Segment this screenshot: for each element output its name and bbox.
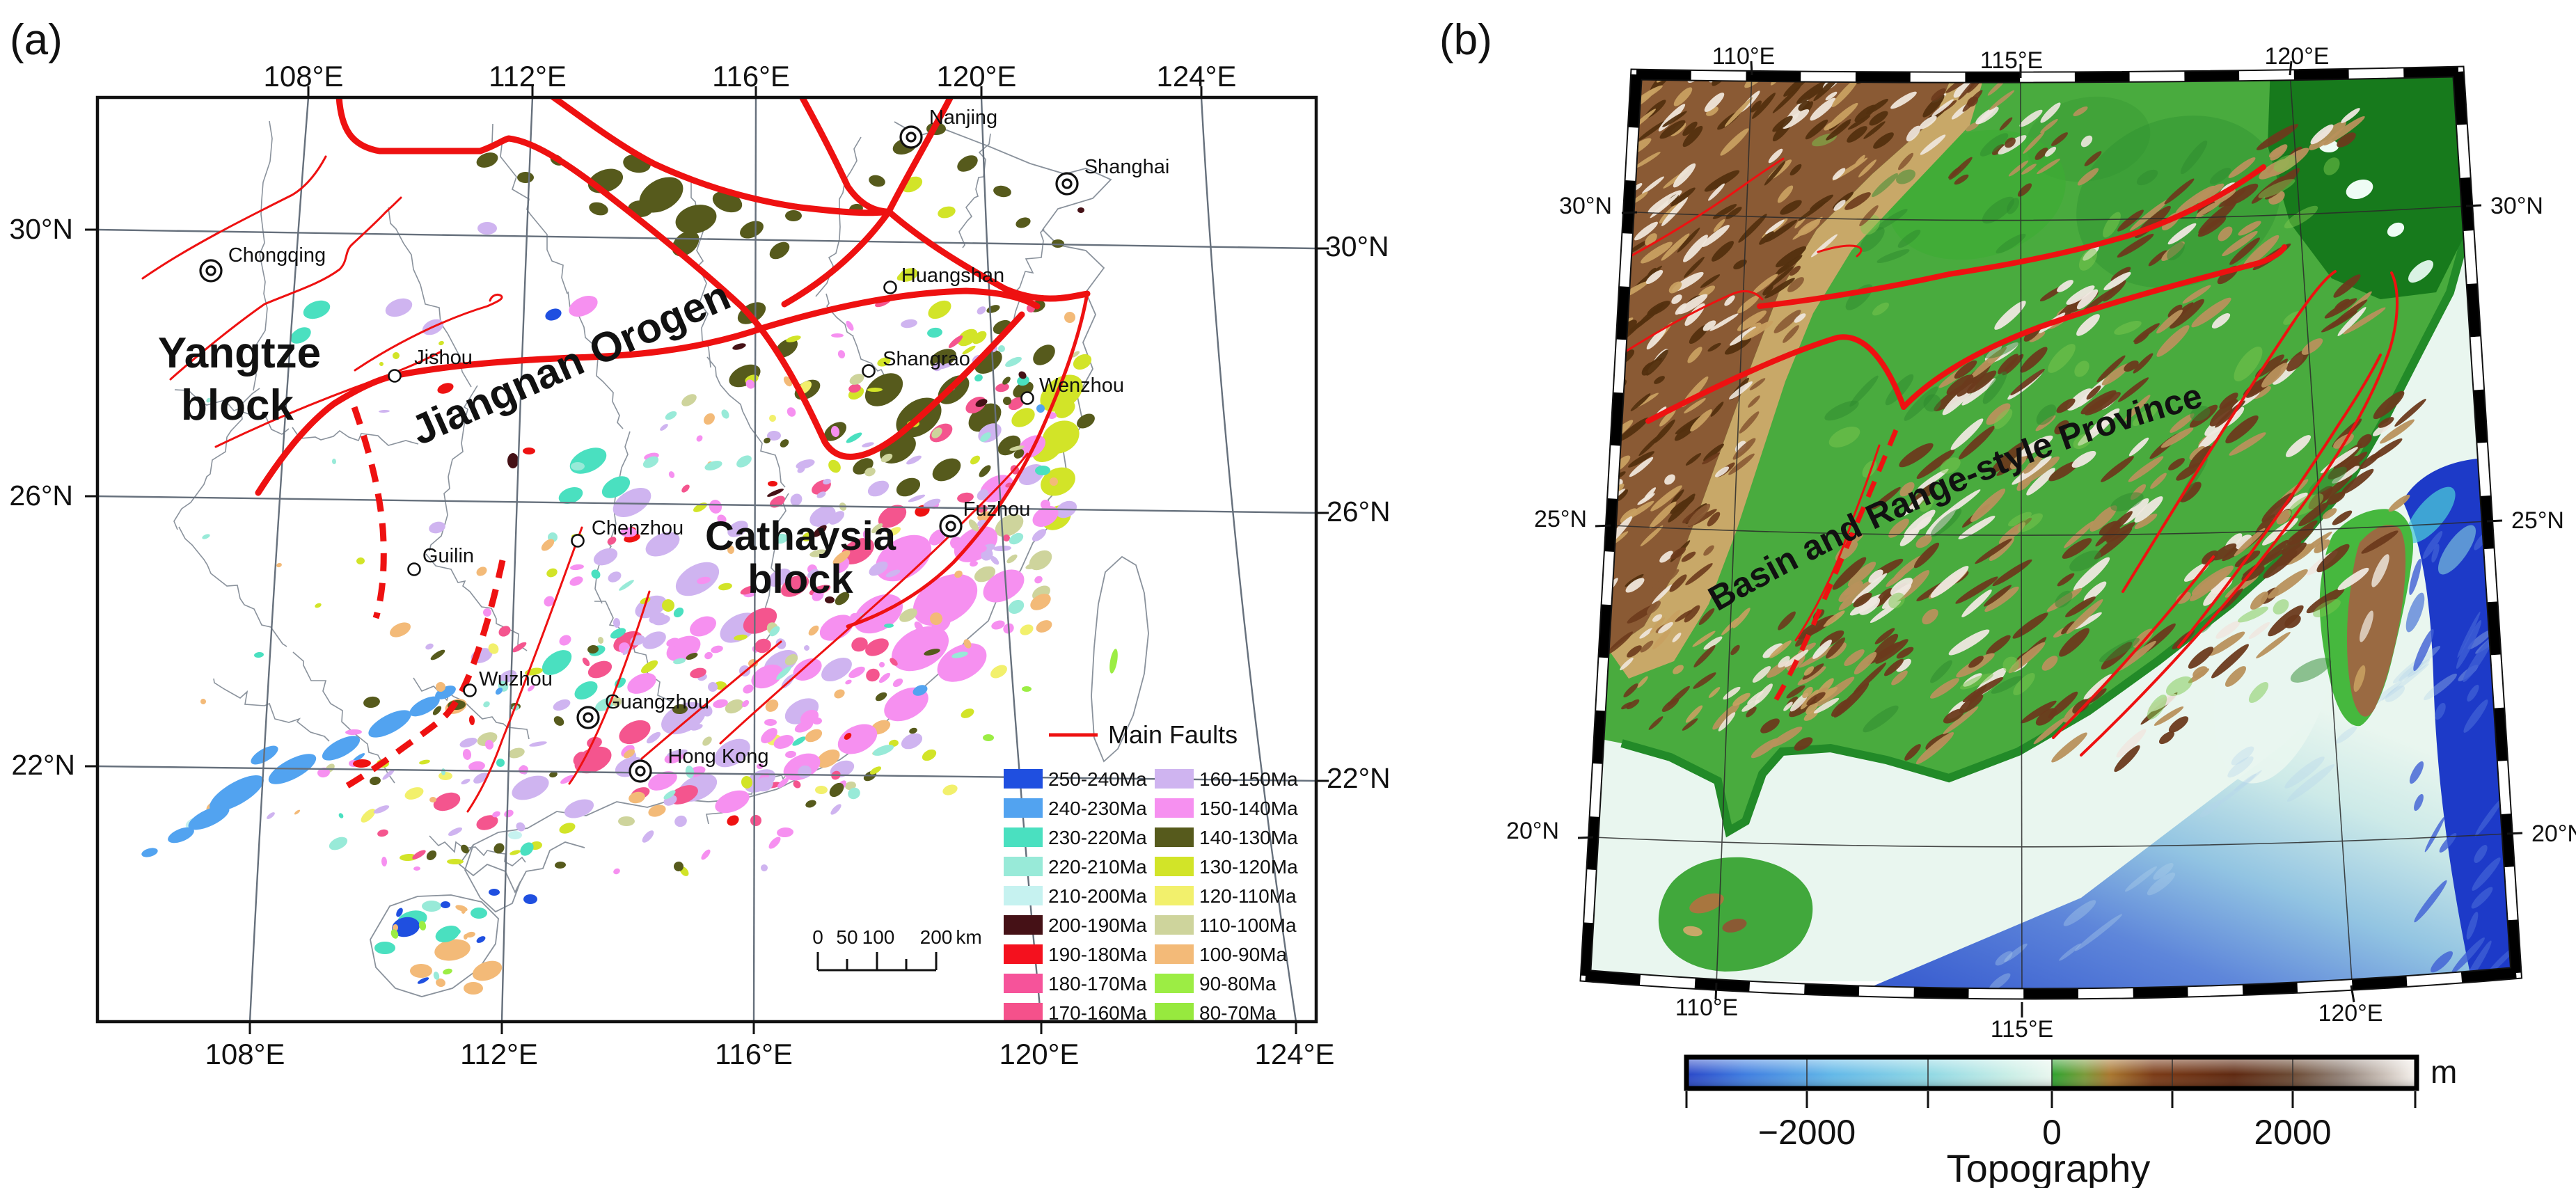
svg-text:20°N: 20°N [2531,821,2576,847]
svg-text:120°E: 120°E [2318,1000,2383,1027]
svg-text:110°E: 110°E [1675,995,1738,1021]
svg-text:Chongqing: Chongqing [228,244,326,267]
svg-text:Chenzhou: Chenzhou [592,517,683,539]
svg-text:25°N: 25°N [2511,507,2564,534]
svg-text:block: block [181,381,294,429]
svg-text:250-240Ma: 250-240Ma [1048,768,1147,790]
svg-text:112°E: 112°E [489,60,567,93]
svg-text:116°E: 116°E [712,60,790,93]
svg-text:50: 50 [836,926,858,948]
svg-text:26°N: 26°N [9,480,73,512]
svg-text:Main Faults: Main Faults [1108,720,1238,749]
svg-text:112°E: 112°E [460,1038,538,1070]
svg-text:Topography: Topography [1947,1146,2151,1188]
svg-text:Huangshan: Huangshan [901,264,1004,287]
svg-text:108°E: 108°E [205,1038,285,1070]
svg-text:190-180Ma: 190-180Ma [1048,944,1147,965]
svg-text:110-100Ma: 110-100Ma [1199,914,1297,936]
svg-text:200: 200 [920,926,953,948]
svg-text:22°N: 22°N [1327,762,1391,794]
svg-text:30°N: 30°N [2490,193,2543,219]
svg-text:120°E: 120°E [937,60,1017,93]
svg-text:Fuzhou: Fuzhou [963,498,1031,521]
svg-text:Wenzhou: Wenzhou [1039,374,1124,397]
svg-text:80-70Ma: 80-70Ma [1199,1002,1277,1024]
svg-text:124°E: 124°E [1255,1038,1335,1070]
svg-text:30°N: 30°N [9,213,73,245]
svg-text:Nanjing: Nanjing [929,106,997,129]
svg-text:116°E: 116°E [715,1038,793,1070]
svg-text:115°E: 115°E [1980,47,2043,74]
svg-text:km: km [956,926,981,948]
svg-text:Cathaysia: Cathaysia [705,514,896,559]
svg-text:Hong Kong: Hong Kong [667,745,768,768]
svg-text:(b): (b) [1439,16,1492,64]
svg-text:Guilin: Guilin [422,545,474,567]
svg-text:124°E: 124°E [1157,60,1237,93]
svg-text:120-110Ma: 120-110Ma [1199,885,1297,907]
svg-text:180-170Ma: 180-170Ma [1048,973,1147,995]
svg-text:230-220Ma: 230-220Ma [1048,827,1147,848]
svg-text:Guangzhou: Guangzhou [605,691,709,713]
svg-text:110°E: 110°E [1712,43,1775,70]
svg-text:−2000: −2000 [1758,1113,1856,1152]
svg-text:30°N: 30°N [1559,193,1612,219]
svg-text:120°E: 120°E [999,1038,1080,1070]
svg-text:220-210Ma: 220-210Ma [1048,856,1147,878]
svg-text:25°N: 25°N [1534,506,1587,532]
svg-text:150-140Ma: 150-140Ma [1199,798,1298,819]
svg-text:170-160Ma: 170-160Ma [1048,1002,1147,1024]
svg-text:90-80Ma: 90-80Ma [1199,973,1277,995]
svg-text:26°N: 26°N [1327,496,1391,528]
svg-text:120°E: 120°E [2264,43,2329,70]
svg-text:Jishou: Jishou [414,347,473,369]
svg-text:Shanghai: Shanghai [1084,156,1170,178]
svg-text:Yangtze: Yangtze [158,329,321,377]
svg-text:100: 100 [862,926,895,948]
svg-text:100-90Ma: 100-90Ma [1199,944,1288,965]
svg-text:Wuzhou: Wuzhou [479,668,553,690]
svg-text:108°E: 108°E [264,60,344,93]
svg-text:0: 0 [2042,1113,2062,1152]
svg-text:20°N: 20°N [1506,818,1559,844]
svg-text:200-190Ma: 200-190Ma [1048,914,1147,936]
svg-text:30°N: 30°N [1325,230,1389,262]
svg-text:160-150Ma: 160-150Ma [1199,768,1298,790]
svg-text:115°E: 115°E [1991,1016,2053,1043]
svg-text:block: block [748,557,853,602]
svg-text:130-120Ma: 130-120Ma [1199,856,1298,878]
svg-text:240-230Ma: 240-230Ma [1048,798,1147,819]
svg-text:140-130Ma: 140-130Ma [1199,827,1298,848]
svg-text:(a): (a) [10,16,63,64]
svg-text:2000: 2000 [2254,1113,2331,1152]
svg-text:0: 0 [812,926,823,948]
svg-text:210-200Ma: 210-200Ma [1048,885,1147,907]
svg-text:Shangrao: Shangrao [883,348,970,370]
svg-text:22°N: 22°N [11,749,75,781]
svg-text:m: m [2431,1054,2457,1090]
